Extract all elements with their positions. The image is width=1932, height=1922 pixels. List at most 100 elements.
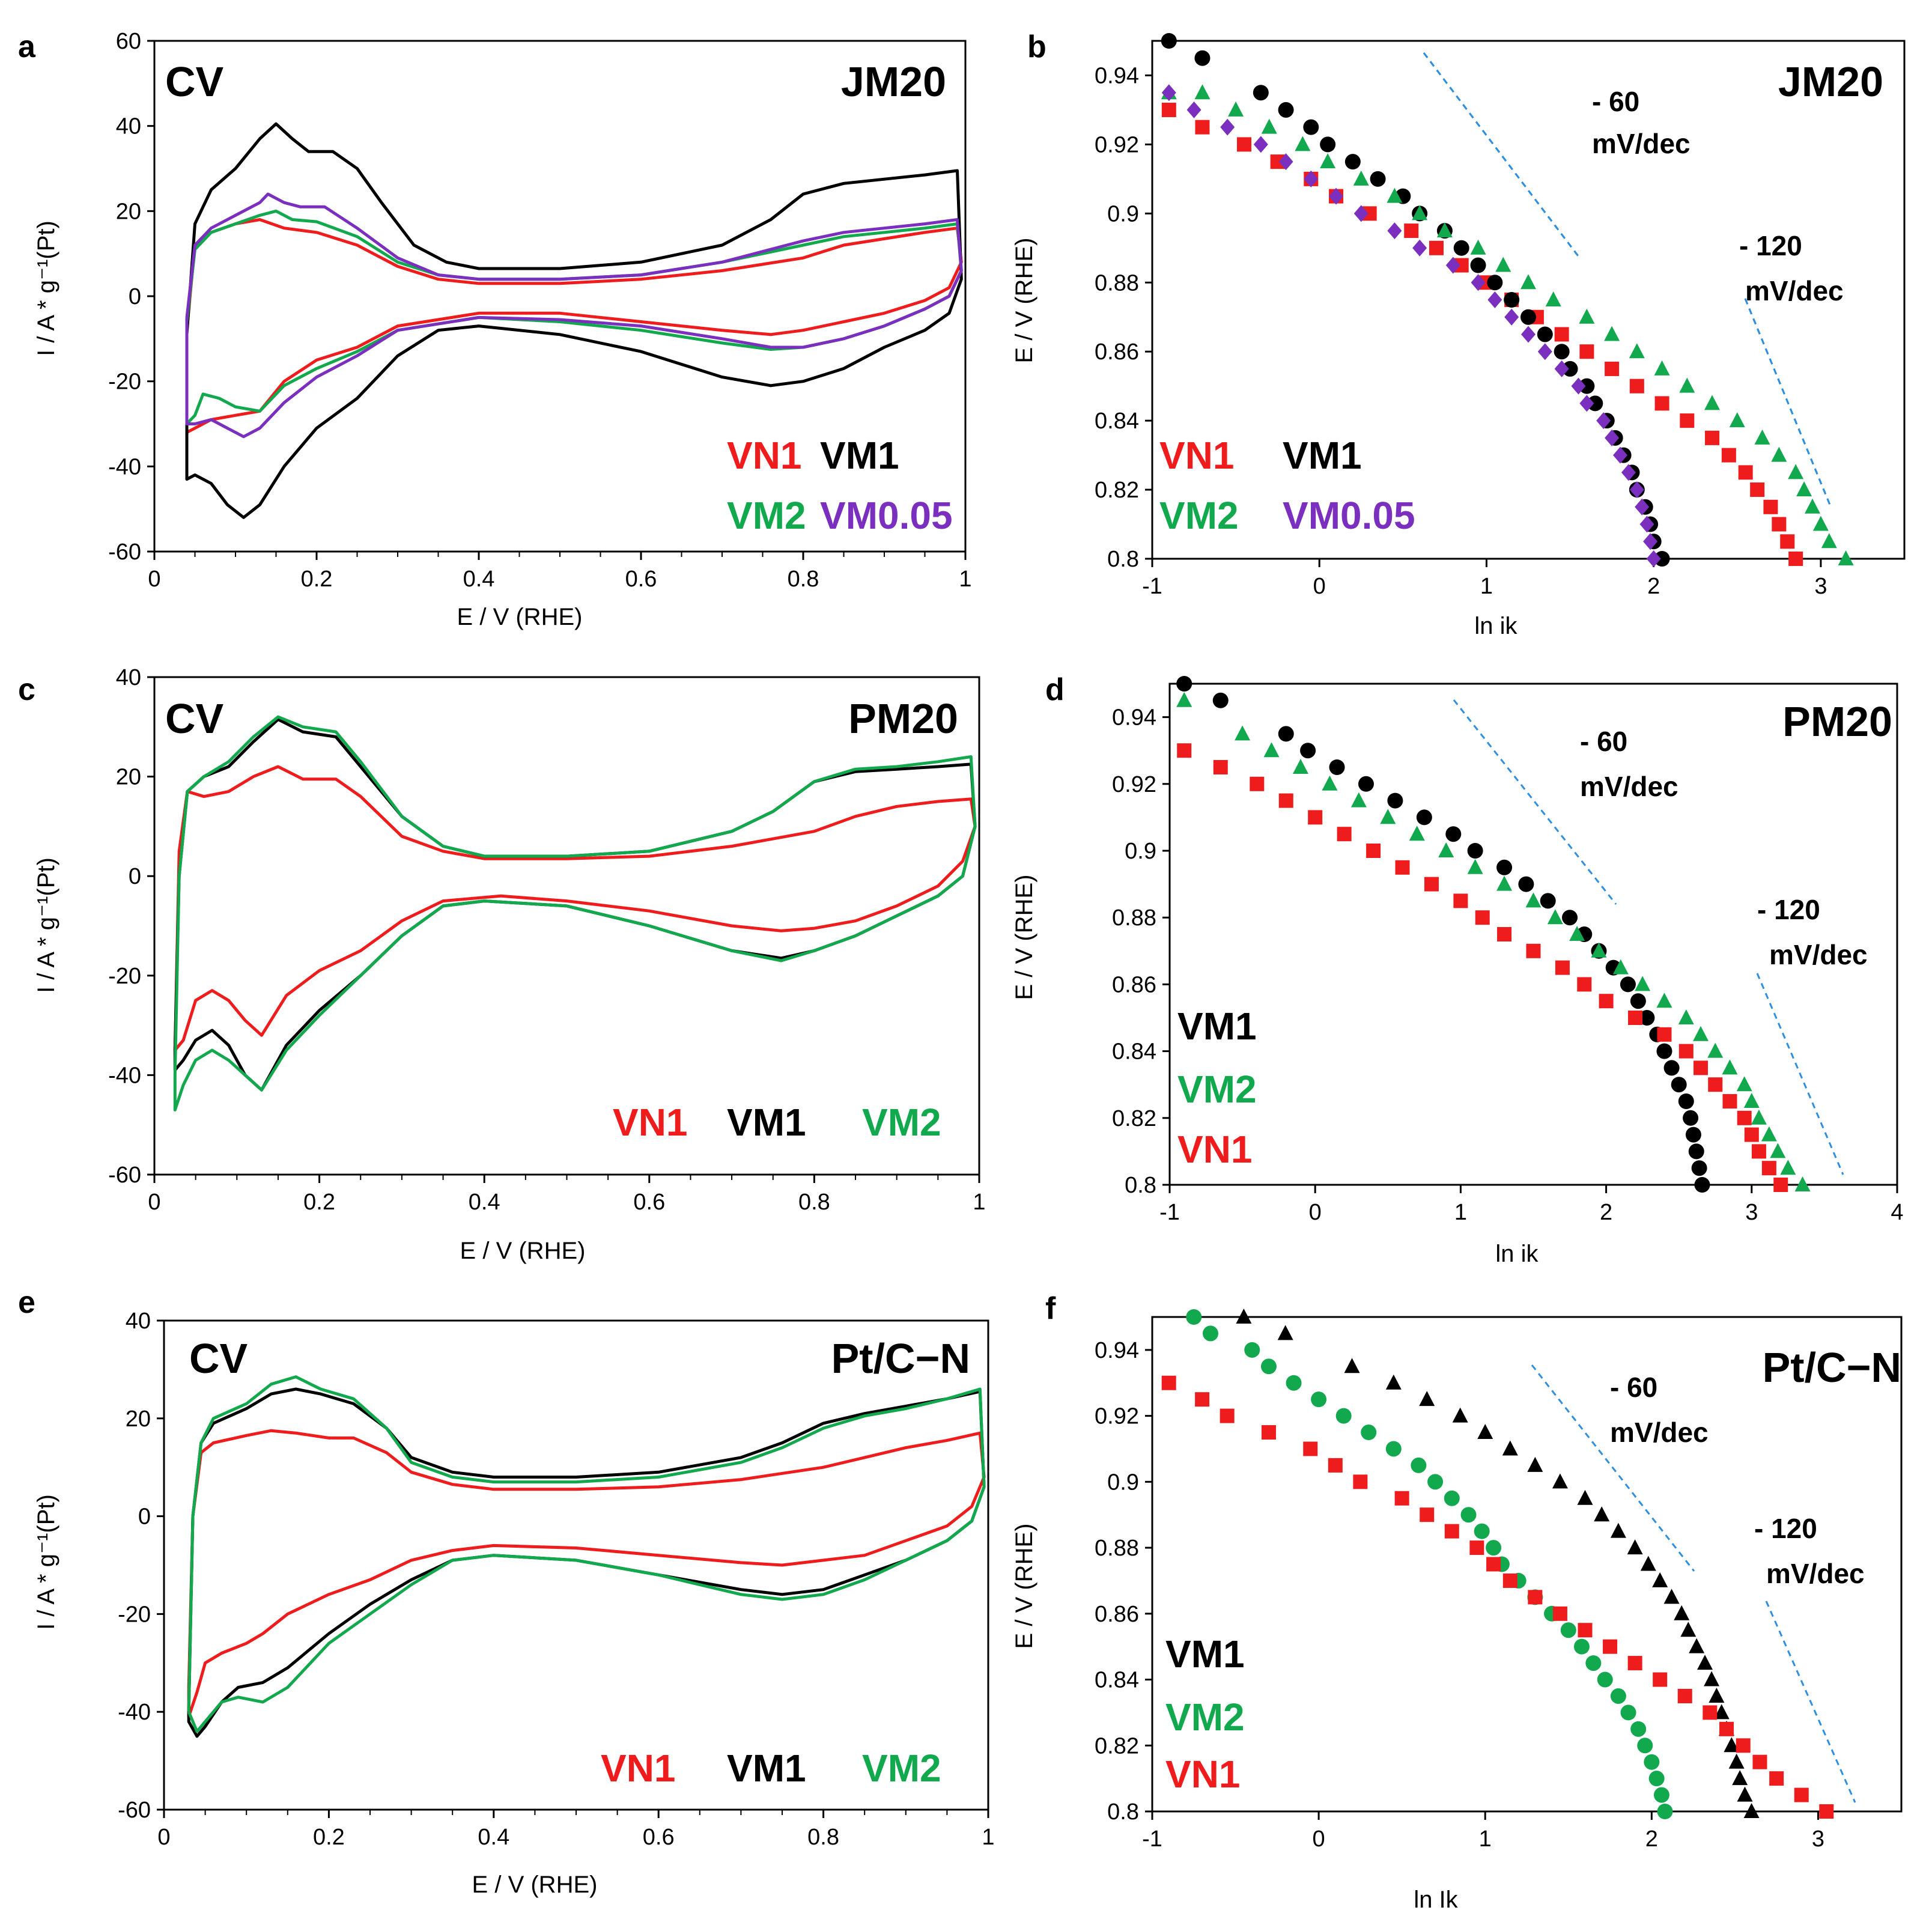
panel-f-series-vm1-point: [1552, 1473, 1568, 1489]
panel-a-x-tick-label: 0.4: [463, 567, 495, 592]
panel-f-series-vm1-point: [1477, 1424, 1493, 1440]
panel-e-y-tick-label: 40: [126, 1309, 151, 1334]
panel-d-series-vn1-point: [1761, 1161, 1776, 1176]
panel-a-y-axis-title: I / A * g⁻¹(Pt): [33, 220, 59, 356]
panel-b-series-vm2-point: [1387, 187, 1403, 203]
panel-f-x-tick-label: 1: [1479, 1826, 1492, 1852]
panel-f-series-vn1-point: [1394, 1491, 1409, 1506]
panel-f-y-tick-label: 0.86: [1095, 1602, 1139, 1627]
panel-f-series-vm2-point: [1460, 1507, 1477, 1523]
panel-f-series-vn1-point: [1769, 1771, 1784, 1786]
panel-b-series-vm2-point: [1788, 464, 1804, 479]
panel-a-x-tick-label: 0.8: [788, 567, 819, 592]
panel-d-series-vm2-point: [1770, 1143, 1786, 1158]
panel-b-series-vn1-point: [1750, 482, 1765, 497]
panel-f-plot-frame: [1151, 1316, 1903, 1813]
panel-f-slope-120-line: [1765, 1601, 1856, 1803]
panel-b-series-vm2-point: [1194, 84, 1211, 100]
panel-f-series-vm2-point: [1244, 1342, 1260, 1358]
panel-b-series-vm2-point: [1495, 257, 1511, 272]
panel-b-series-vm005-point: [1571, 377, 1586, 395]
panel-b-series-vm2-point: [1804, 498, 1820, 514]
panel-b-series-vm005-point: [1278, 153, 1293, 171]
panel-c-y-tick-label: 0: [129, 864, 141, 889]
panel-f-series-vn1-point: [1603, 1639, 1618, 1654]
panel-b-series-vn1-point: [1195, 120, 1210, 135]
panel-d-series-vm1-point: [1630, 993, 1646, 1009]
panel-d-series-vn1-point: [1278, 793, 1293, 808]
panel-b-series-vm2-point: [1704, 395, 1721, 410]
panel-f-legend-vm2: VM2: [1165, 1695, 1245, 1739]
panel-d-slope120-value: - 120: [1757, 894, 1820, 925]
panel-d-y-tick-label: 0.9: [1125, 839, 1156, 864]
panel-f-slope60-value: - 60: [1610, 1372, 1657, 1403]
panel-b-label-right: JM20: [1778, 58, 1883, 105]
panel-a-legend-vm1: VM1: [820, 434, 899, 477]
panel-f-series-vn1-point: [1703, 1705, 1718, 1720]
panel-d-series-vm2-point: [1751, 1109, 1767, 1125]
panel-a-y-tick-label: -60: [108, 540, 141, 565]
panel-f-series-vm2-point: [1411, 1457, 1427, 1473]
panel-d-series-vm1-point: [1671, 1077, 1687, 1093]
panel-b-series-vn1-point: [1738, 465, 1753, 480]
panel-d-x-tick-label: 3: [1745, 1200, 1758, 1225]
panel-f-series-vm1-point: [1704, 1671, 1720, 1686]
panel-d-series-vn1-point: [1657, 1027, 1672, 1042]
panel-c-x-tick-label: 0.6: [633, 1190, 665, 1215]
panel-f-series-vm2-point: [1385, 1441, 1402, 1457]
panel-b-y-tick-label: 0.9: [1107, 201, 1139, 227]
panel-d-legend-vm2: VM2: [1177, 1068, 1257, 1111]
panel-d-series-vm2-point: [1547, 909, 1563, 925]
panel-f-series-vm1-point: [1502, 1440, 1518, 1456]
panel-d-y-tick-label: 0.92: [1112, 772, 1156, 797]
panel-d-x-tick-label: 0: [1309, 1200, 1322, 1225]
panel-d-series-vn1-point: [1628, 1011, 1643, 1025]
panel-d-series-vm1-point: [1678, 1093, 1694, 1109]
panel-d-x-tick-label: 4: [1891, 1200, 1903, 1225]
panel-e-x-tick-label: 0.8: [807, 1825, 839, 1850]
panel-e-x-tick-label: 1: [982, 1825, 994, 1850]
panel-c-x-tick-label: 0: [148, 1190, 160, 1215]
panel-b-series-vm1-point: [1504, 292, 1520, 308]
panel-f-series-vm1-point: [1728, 1753, 1745, 1769]
panel-d-series-vm2-point: [1409, 826, 1425, 841]
panel-d-y-tick-label: 0.82: [1112, 1106, 1156, 1131]
panel-e-y-tick-label: 20: [126, 1407, 151, 1432]
panel-b-legend-vm005: VM0.05: [1283, 494, 1415, 537]
panel-b-series-vm1-point: [1579, 378, 1595, 394]
panel-f-series-vm1-point: [1277, 1325, 1293, 1340]
panel-f-series-vm1-point: [1663, 1589, 1680, 1604]
panel-e-cv-ptcn: e CV Pt/C−N E / V (RHE) I / A * g⁻¹(Pt) …: [18, 1285, 995, 1898]
panel-b-series-vm1-point: [1161, 33, 1177, 49]
panel-f-series-vm2-point: [1444, 1490, 1460, 1506]
panel-a-series-vm005-cv-curve: [185, 192, 963, 439]
panel-b-series-vm005-point: [1487, 291, 1502, 308]
panel-d-series-vm2-point: [1496, 875, 1513, 891]
panel-a-x-tick-label: 0.6: [625, 567, 657, 592]
panel-b-x-tick-label: 1: [1480, 574, 1493, 599]
panel-a-label-left: CV: [165, 58, 224, 105]
panel-b-series-vm1-point: [1278, 102, 1294, 118]
panel-letter-b: b: [1027, 29, 1046, 64]
panel-d-series-vn1-point: [1213, 760, 1228, 774]
panel-c-label-left: CV: [165, 695, 224, 742]
panel-f-y-tick-label: 0.92: [1095, 1404, 1139, 1429]
panel-d-series-vn1-point: [1722, 1094, 1737, 1108]
panel-b-x-axis-title: ln ik: [1474, 613, 1517, 639]
panel-a-legend-vm2: VM2: [727, 494, 806, 537]
panel-b-series-vm005-point: [1646, 550, 1661, 567]
panel-b-series-vm005-point: [1639, 515, 1654, 533]
panel-f-series-vn1-point: [1552, 1606, 1567, 1621]
panel-f-series-vn1-point: [1328, 1458, 1343, 1473]
panel-d-tafel-pm20: d PM20 - 60 mV/dec - 120 mV/dec ln ik E …: [1011, 672, 1904, 1267]
panel-a-x-axis-title: E / V (RHE): [457, 604, 583, 630]
panel-d-series-vn1-point: [1555, 960, 1570, 975]
panel-f-series-vm2-point: [1585, 1655, 1602, 1671]
panel-f-series-vn1-point: [1195, 1392, 1210, 1407]
panel-b-series-vm2-point: [1545, 291, 1561, 306]
panel-b-series-vm1-point: [1587, 395, 1603, 412]
panel-b-series-vm2-point: [1295, 136, 1311, 151]
panel-b-series-vm1-point: [1554, 344, 1570, 360]
panel-b-series-vm2-point: [1604, 326, 1620, 341]
panel-d-series-vm2-point: [1380, 809, 1396, 824]
